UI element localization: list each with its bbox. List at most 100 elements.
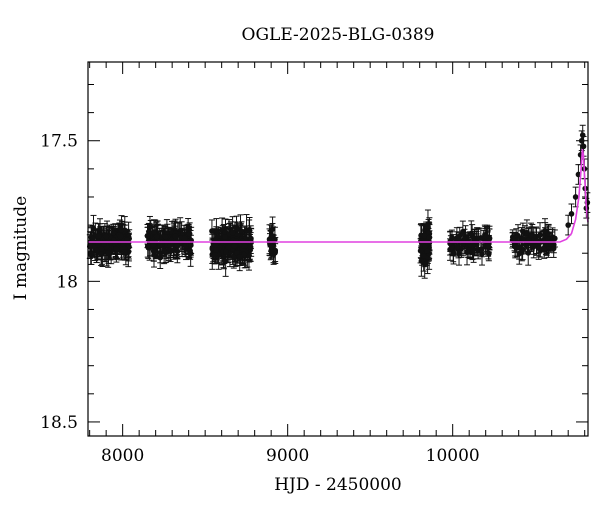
data-point [268, 247, 274, 254]
data-point [161, 247, 167, 254]
data-point [420, 253, 427, 259]
data-point [468, 230, 475, 237]
data-point [231, 254, 237, 260]
data-point [87, 242, 93, 248]
y-tick-label: 18.5 [40, 413, 78, 433]
data-point [157, 242, 163, 249]
data-point [270, 233, 276, 239]
data-point [113, 246, 120, 252]
data-point [233, 225, 240, 232]
data-point [417, 248, 424, 254]
data-point [110, 229, 117, 236]
data-point [229, 229, 236, 236]
data-point [515, 232, 521, 239]
data-point [450, 250, 457, 257]
data-point [167, 242, 173, 249]
data-points [87, 132, 591, 267]
data-point [454, 244, 460, 250]
data-point [117, 233, 124, 240]
data-point [424, 247, 430, 254]
data-point [118, 226, 125, 233]
data-point [223, 248, 229, 255]
data-point [211, 252, 218, 258]
plot-frame [87, 61, 589, 437]
x-tick-label: 9000 [266, 446, 309, 466]
data-point [246, 228, 253, 234]
y-axis-label: I magnitude [11, 196, 31, 300]
data-point [580, 143, 587, 150]
data-point [222, 258, 229, 265]
data-point [578, 137, 585, 144]
data-point [550, 245, 557, 252]
data-point [525, 250, 532, 256]
data-point [536, 245, 543, 252]
data-point [236, 253, 243, 260]
data-point [185, 225, 191, 232]
data-point [248, 235, 254, 242]
data-point [89, 235, 96, 242]
data-point [530, 244, 537, 250]
model-curve [88, 149, 589, 243]
data-point [153, 233, 160, 240]
tick-labels: 8000 9000 10000 17.5 18 18.5 [40, 132, 480, 466]
data-point [426, 234, 433, 241]
data-point [565, 222, 571, 228]
data-point [213, 247, 219, 253]
data-point [225, 244, 232, 251]
data-point [213, 229, 220, 235]
data-point [568, 211, 575, 217]
data-point [486, 250, 492, 257]
data-point [174, 243, 181, 249]
data-point [151, 229, 157, 235]
data-point [241, 251, 247, 258]
data-point [231, 243, 238, 249]
data-point [269, 226, 276, 232]
data-point [425, 223, 431, 229]
data-point [94, 247, 100, 254]
data-point [172, 233, 179, 240]
data-point [268, 243, 275, 250]
data-point [181, 235, 188, 242]
data-point [187, 247, 193, 254]
data-point [87, 250, 94, 257]
data-point [247, 244, 254, 250]
data-point [541, 246, 548, 253]
data-point [188, 242, 194, 249]
data-point [145, 233, 151, 239]
chart-title: OGLE-2025-BLG-0389 [242, 25, 435, 45]
data-point [95, 233, 102, 240]
data-point [572, 194, 579, 200]
data-point [186, 231, 193, 237]
data-point [516, 244, 522, 251]
data-point [460, 228, 466, 235]
y-tick-label: 18 [56, 272, 78, 292]
data-point [469, 249, 476, 256]
data-point [162, 234, 169, 240]
data-point [150, 241, 157, 248]
data-point [479, 246, 485, 253]
data-point [222, 234, 228, 240]
x-axis-label: HJD - 2450000 [274, 475, 402, 495]
data-point [458, 245, 465, 252]
data-point [98, 246, 105, 252]
data-point [456, 250, 462, 256]
data-point [519, 235, 526, 242]
data-point [103, 233, 110, 240]
data-point [90, 225, 97, 232]
data-point [510, 236, 516, 243]
data-point [98, 251, 104, 257]
data-point [542, 227, 548, 234]
x-tick-label: 8000 [101, 446, 144, 466]
data-point [150, 248, 157, 255]
data-point [528, 232, 534, 239]
data-point [144, 243, 151, 250]
y-tick-label: 17.5 [40, 132, 78, 152]
data-point [122, 249, 128, 255]
data-point [97, 225, 103, 232]
data-point [524, 229, 530, 236]
data-point [233, 238, 240, 244]
data-point [483, 233, 490, 240]
data-point [485, 243, 491, 249]
data-point [147, 224, 153, 230]
